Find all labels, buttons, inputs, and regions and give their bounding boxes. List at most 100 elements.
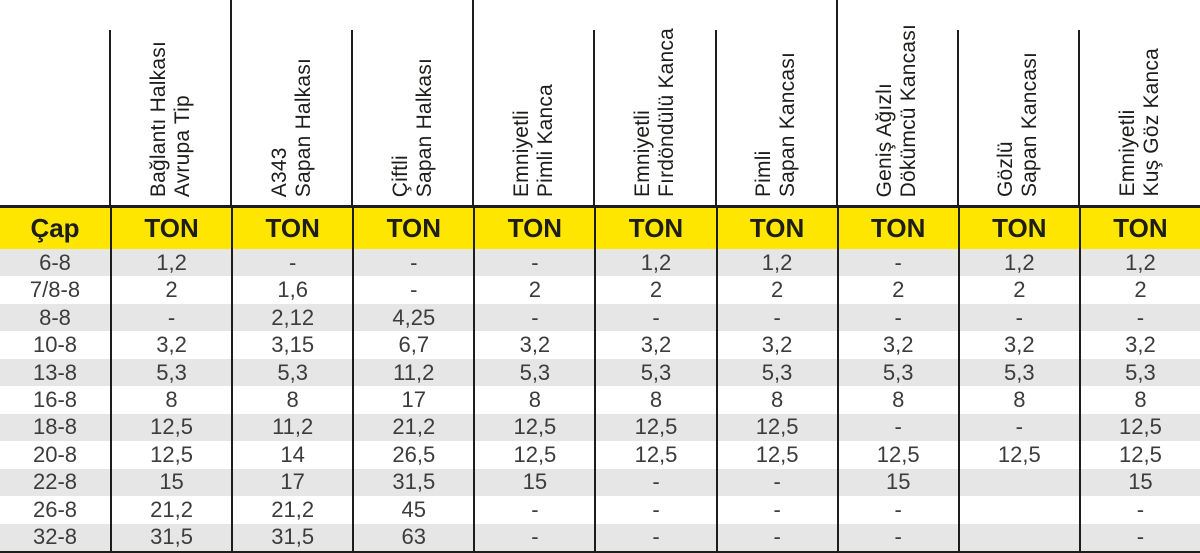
column-header: Emniyetli Pimli Kanca: [472, 0, 594, 205]
capacity-cell: 12,5: [1078, 413, 1200, 442]
column-header: Pimli Sapan Kancası: [714, 0, 837, 205]
capacity-cell: -: [836, 496, 958, 524]
capacity-cell: 12,5: [1078, 441, 1200, 469]
unit-header: TON: [352, 208, 473, 249]
capacity-cell: -: [352, 276, 473, 304]
table-row: 18-8 12,5 11,2 21,2 12,5 12,5 12,5- -12,5: [0, 413, 1200, 442]
capacity-cell: 5,3: [231, 358, 352, 387]
capacity-cell: 12,5: [594, 441, 715, 469]
table-row: 10-8 3,2 3,15 6,7 3,2 3,2 3,2 3,2 3,2 3,2: [0, 331, 1200, 359]
capacity-cell: -: [594, 523, 715, 551]
capacity-cell: -: [715, 496, 837, 524]
cap-label: Çap: [30, 213, 80, 243]
capacity-cell: 5,3: [715, 358, 837, 387]
column-header-label: Emniyetli Fırdöndülü Kanca: [631, 28, 678, 197]
capacity-cell: -: [836, 303, 958, 332]
column-header: A343 Sapan Halkası: [230, 0, 352, 205]
cap-header-spacer: [0, 0, 110, 205]
table-row: 7/8-8 2 1,6-2 2 2 2 2 2: [0, 276, 1200, 304]
capacity-cell: 17: [231, 468, 352, 497]
capacity-cell: 3,2: [836, 331, 958, 359]
capacity-cell: -: [1078, 523, 1200, 551]
capacity-cell: 31,5: [110, 523, 231, 551]
capacity-cell: 12,5: [715, 441, 837, 469]
column-separator-line: [714, 30, 717, 205]
table-row: 20-8 12,5 14 26,5 12,5 12,5 12,5 12,5 12,5 12,5: [0, 441, 1200, 469]
capacity-cell: 63: [352, 523, 473, 551]
capacity-cell: 3,2: [1078, 331, 1200, 359]
capacity-cell: 21,2: [231, 496, 352, 524]
column-separator-line: [109, 30, 111, 205]
capacity-cell: 21,2: [352, 413, 473, 442]
capacity-cell: 26,5: [352, 441, 473, 469]
capacity-cell: -: [473, 496, 594, 524]
capacity-cell: 12,5: [473, 413, 594, 442]
capacity-cell: 15: [110, 468, 231, 497]
capacity-cell: -: [957, 413, 1079, 442]
diameter-cell: 18-8: [32, 414, 78, 440]
capacity-cell: 5,3: [1078, 358, 1200, 387]
capacity-cell: 15: [473, 468, 594, 497]
capacity-cell: 5,3: [110, 358, 231, 387]
diameter-cell: 6-8: [39, 249, 71, 275]
capacity-cell: -: [110, 303, 231, 332]
capacity-cell: -: [1078, 496, 1200, 524]
capacity-cell: 2: [957, 276, 1079, 304]
capacity-cell: 12,5: [836, 441, 958, 469]
column-header: Emniyetli Fırdöndülü Kanca: [593, 0, 715, 205]
diameter-cell: 7/8-8: [29, 277, 81, 303]
table-row: 13-8 5,3 5,3 11,2 5,3 5,3 5,3 5,3 5,3 5,3: [0, 358, 1200, 387]
capacity-cell: 15: [836, 468, 958, 497]
diameter-cell: 10-8: [32, 332, 78, 358]
capacity-cell: -: [836, 523, 958, 551]
capacity-cell: 8: [473, 386, 594, 414]
capacity-cell: 12,5: [473, 441, 594, 469]
capacity-cell: 14: [231, 441, 352, 469]
capacity-cell: -: [352, 249, 473, 277]
capacity-cell: 1,2: [594, 249, 715, 277]
unit-header: TON: [836, 208, 958, 249]
column-header-label: A343 Sapan Halkası: [267, 57, 315, 197]
capacity-cell: 1,2: [957, 249, 1079, 277]
column-header-label: Pimli Sapan Kancası: [752, 51, 800, 197]
unit-header: TON: [1078, 208, 1200, 249]
diameter-cell: 13-8: [32, 359, 78, 385]
capacity-cell: 31,5: [352, 468, 473, 497]
capacity-cell: -: [836, 249, 958, 277]
capacity-cell: 45: [352, 496, 473, 524]
column-header: Gözlü Sapan Kancası: [956, 0, 1079, 205]
diameter-cell: 22-8: [32, 469, 78, 495]
capacity-cell: [957, 468, 1079, 497]
capacity-cell: 31,5: [231, 523, 352, 551]
column-separator-line: [835, 0, 838, 205]
capacity-cell: 8: [231, 386, 352, 414]
capacity-cell: 21,2: [110, 496, 231, 524]
capacity-cell: 1,6: [231, 276, 352, 304]
capacity-cell: 2: [715, 276, 837, 304]
capacity-cell: 8: [957, 386, 1079, 414]
column-header: Geniş Ağızlı Dökümcü Kancası: [835, 0, 958, 205]
column-header-label: Geniş Ağızlı Dökümcü Kancası: [873, 23, 921, 197]
column-separator-line: [1077, 30, 1080, 205]
capacity-cell: 5,3: [957, 358, 1079, 387]
table-row: 26-8 21,2 21,2 45- - - - -: [0, 496, 1200, 524]
table-row: 6-8 1,2- - -1,2 1,2-1,2 1,2: [0, 249, 1200, 277]
capacity-cell: 1,2: [715, 249, 837, 277]
capacity-cell: -: [715, 523, 837, 551]
capacity-cell: 3,2: [957, 331, 1079, 359]
capacity-cell: 3,2: [473, 331, 594, 359]
capacity-cell: 11,2: [231, 413, 352, 442]
column-header: Emniyetli Kuş Göz Kanca: [1077, 0, 1200, 205]
column-separator-line: [593, 30, 596, 205]
table-row: 8-8-2,12 4,25- - - - - -: [0, 303, 1200, 332]
table-unit-row: Çap TON TON TON TON TON TON TON TON TON: [0, 205, 1200, 249]
capacity-cell: 2: [110, 276, 231, 304]
column-header-label: Bağlantı Halkası Avrupa Tip: [146, 40, 194, 197]
column-header: Çiftli Sapan Halkası: [351, 0, 473, 205]
capacity-cell: 17: [352, 386, 473, 414]
capacity-cell: 8: [110, 386, 231, 414]
capacity-cell: 6,7: [352, 331, 473, 359]
column-separator-line: [472, 0, 475, 205]
capacity-cell: 4,25: [352, 303, 473, 332]
capacity-cell: 8: [594, 386, 715, 414]
